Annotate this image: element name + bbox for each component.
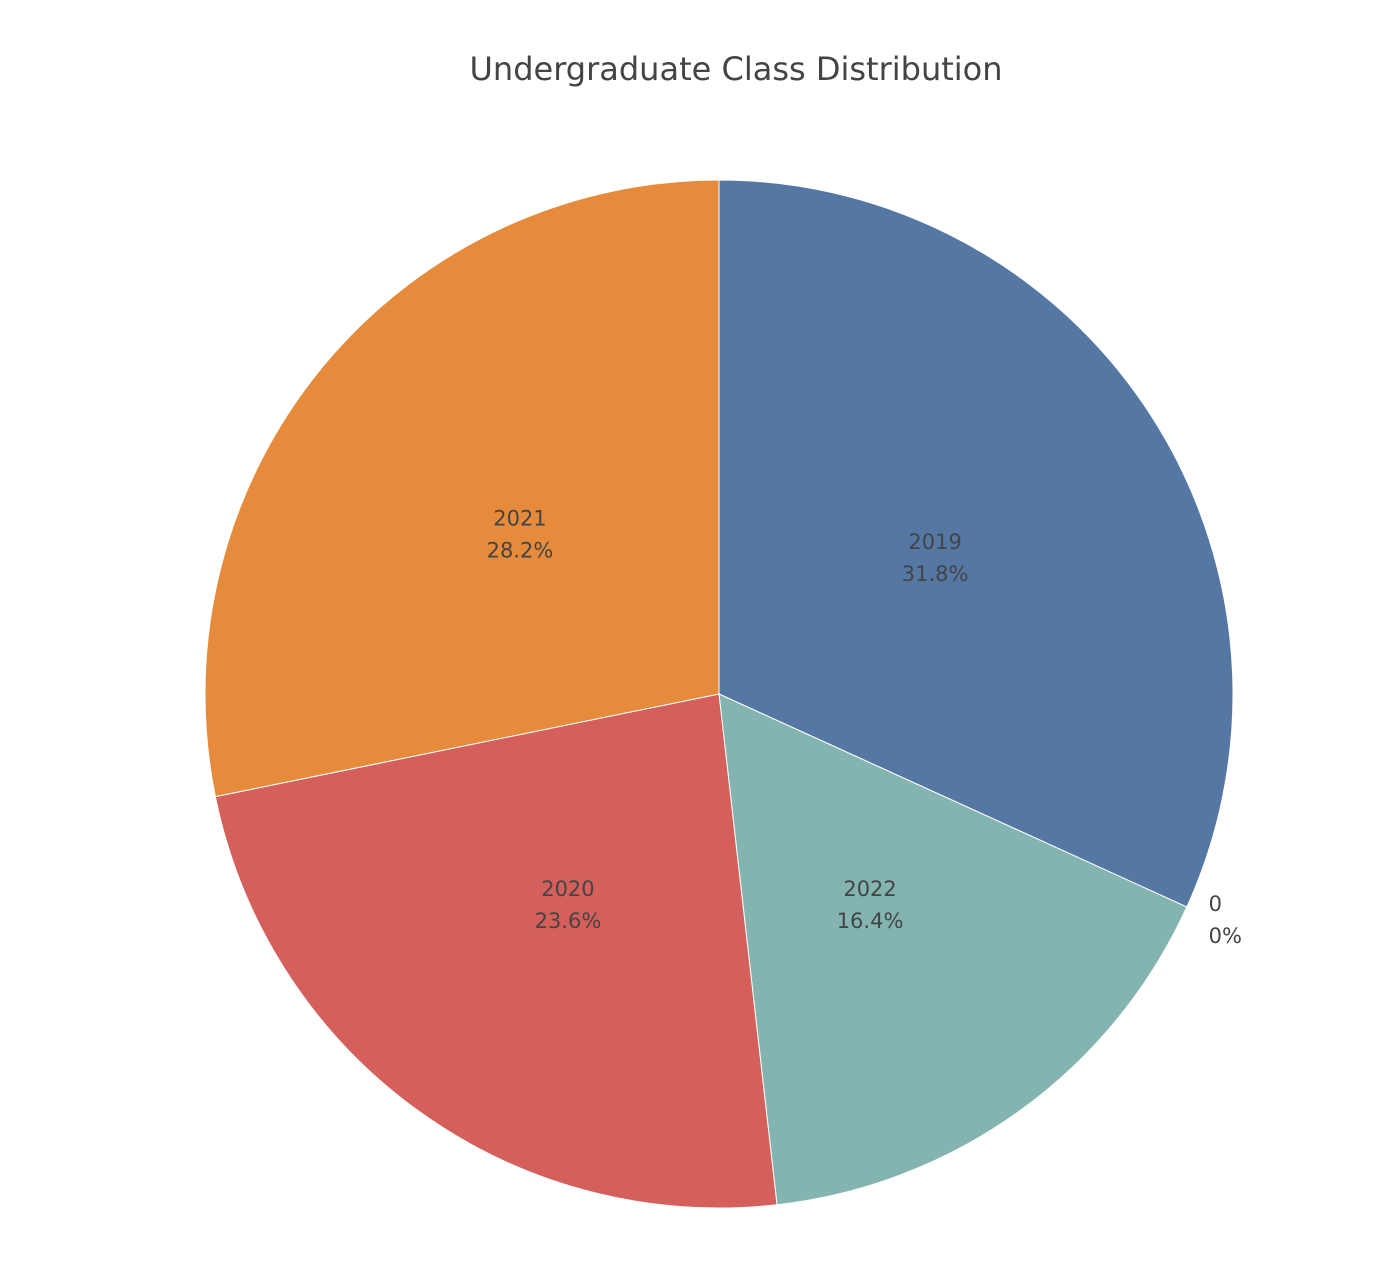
pie-slice-2020[interactable]	[214, 693, 778, 1209]
pie-slice-2019[interactable]	[718, 179, 1234, 908]
slice-label-2020: 2020 23.6%	[535, 877, 602, 933]
slice-label-percent: 0%	[1209, 924, 1242, 948]
slice-label-name: 2020	[541, 877, 594, 901]
chart-title: Undergraduate Class Distribution	[469, 50, 1002, 88]
slice-label-2019: 2019 31.8%	[902, 530, 969, 586]
pie-slice-2022[interactable]	[718, 693, 1188, 1206]
slice-label-percent: 31.8%	[902, 562, 969, 586]
slice-label-percent: 23.6%	[535, 909, 602, 933]
slice-label-0: 0 0%	[1209, 892, 1242, 948]
slice-label-name: 2022	[843, 877, 896, 901]
slice-label-percent: 28.2%	[487, 538, 554, 562]
slice-label-2022: 2022 16.4%	[837, 877, 904, 933]
slice-label-percent: 16.4%	[837, 909, 904, 933]
pie-slices	[204, 179, 1234, 1209]
slice-label-name: 2019	[908, 530, 961, 554]
pie-slice-2021[interactable]	[204, 179, 720, 798]
slice-label-name: 2021	[493, 506, 546, 530]
pie-labels: 2019 31.8%0 0%2022 16.4%2020 23.6%2021 28.2%	[487, 506, 1242, 948]
slice-label-name: 0	[1209, 892, 1222, 916]
slice-label-2021: 2021 28.2%	[487, 506, 554, 562]
